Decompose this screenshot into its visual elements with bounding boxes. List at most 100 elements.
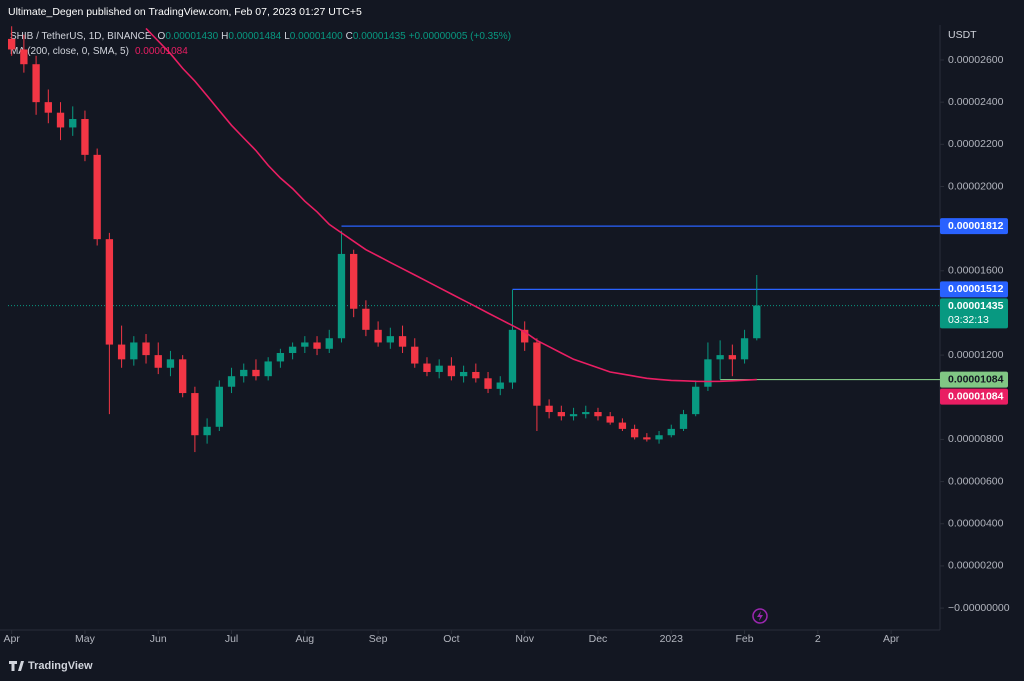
price-tag-label: 0.00001084 — [948, 390, 1004, 402]
x-tick-label: Sep — [369, 633, 388, 645]
brand-logo: TradingView — [9, 660, 93, 672]
candle-body — [154, 355, 162, 368]
lightning-icon — [752, 608, 768, 624]
y-tick-label: 0.00002000 — [948, 180, 1004, 192]
price-tag-label: 0.00001084 — [948, 373, 1004, 385]
legend-value: 0.00001484 — [228, 31, 281, 42]
y-tick-label: 0.00002600 — [948, 54, 1004, 66]
candle-body — [569, 414, 578, 417]
candle-body — [142, 342, 150, 356]
candle-body — [618, 422, 627, 429]
candle-body — [313, 342, 321, 349]
candle-body — [276, 353, 285, 362]
legend-value: 0.00001430 — [165, 31, 218, 42]
candle-body — [288, 346, 297, 354]
candle-body — [521, 329, 529, 343]
legend-value: 0.00001435 — [353, 31, 406, 42]
x-tick-label: Dec — [589, 633, 608, 645]
candle-body — [362, 308, 370, 330]
x-tick-label: Oct — [443, 633, 459, 645]
candle-body — [667, 428, 675, 436]
ma-legend-line: MA (200, close, 0, SMA, 5) 0.00001084 — [10, 46, 188, 57]
y-tick-label: 0.00001200 — [948, 349, 1004, 361]
x-tick-label: Apr — [3, 633, 20, 645]
candle-body — [643, 437, 651, 440]
candle-body — [264, 361, 272, 377]
price-tag-label: 0.00001512 — [948, 283, 1004, 295]
candle-body — [557, 412, 566, 417]
candle-body — [130, 342, 138, 360]
candle-body — [93, 154, 101, 240]
candle-body — [56, 112, 65, 128]
candle-body — [215, 386, 223, 427]
y-tick-label: 0.00001600 — [948, 265, 1004, 277]
candle-body — [679, 414, 688, 429]
x-tick-label: Jun — [150, 633, 167, 645]
legend-key: O — [158, 31, 166, 42]
candle-body — [484, 378, 492, 389]
candle-body — [545, 405, 553, 413]
candle-body — [423, 363, 431, 372]
candle-body — [8, 38, 16, 50]
y-tick-label: 0.00000800 — [948, 433, 1004, 445]
candle-body — [386, 336, 394, 343]
candle-body — [606, 416, 614, 423]
y-tick-label: −0.00000000 — [948, 602, 1010, 614]
ma-legend-value: 0.00001084 — [135, 46, 188, 57]
candle-body — [179, 359, 187, 394]
plot: 0.00002600 0.00002400 0.00002200 0.00002000… — [3, 26, 1010, 645]
price-tag — [940, 218, 1008, 235]
x-tick-label: 2023 — [660, 633, 684, 645]
candle-body — [252, 369, 260, 377]
price-tag — [940, 388, 1008, 405]
y-tick-label: 0.00000400 — [948, 518, 1004, 530]
candle-body — [594, 412, 602, 417]
publisher: Ultimate_Degen published on TradingView.… — [8, 6, 362, 18]
candle-body — [105, 239, 114, 345]
legend-line: SHIB / TetherUS, 1D, BINANCE O0.00001430 H… — [10, 31, 511, 42]
candle-body — [301, 342, 309, 347]
candle-body — [582, 412, 590, 415]
candle-body — [240, 369, 248, 377]
candle-body — [227, 376, 236, 387]
candle-body — [337, 253, 346, 339]
legend-symbol: SHIB / TetherUS, 1D, BINANCE — [10, 31, 152, 42]
candle-body — [44, 102, 52, 113]
moving-average — [145, 27, 757, 383]
x-tick-label: Aug — [295, 633, 314, 645]
y-tick-label: 0.00002400 — [948, 96, 1004, 108]
price-tag — [940, 371, 1008, 388]
candle-body — [459, 371, 468, 377]
candle-body — [728, 355, 737, 360]
candle-body — [655, 435, 663, 440]
candle-body — [508, 329, 517, 383]
candle-body — [435, 365, 443, 372]
x-tick-label: Jul — [225, 633, 238, 645]
price-tag-label: 0.00001812 — [948, 220, 1004, 232]
candle-body — [350, 253, 358, 309]
candle-body — [81, 119, 89, 155]
candle-body — [496, 382, 504, 389]
candle-body — [32, 64, 40, 103]
legend-key: C — [346, 31, 353, 42]
candle-body — [203, 426, 211, 436]
legend-key: L — [284, 31, 290, 42]
y-tick-label: 0.00002200 — [948, 138, 1004, 150]
candle-body — [447, 365, 456, 377]
price-tag-label: 03:32:13 — [948, 314, 989, 326]
candle-body — [325, 338, 333, 349]
x-tick-label: 2 — [815, 633, 821, 645]
legend: SHIB / TetherUS, 1D, BINANCE O0.00001430 H… — [10, 31, 511, 57]
candle-body — [374, 329, 382, 343]
x-tick-label: Apr — [883, 633, 900, 645]
candle-body — [692, 386, 700, 415]
candle-body — [191, 393, 199, 436]
candle-body — [630, 428, 639, 438]
legend-key: H — [221, 31, 228, 42]
candle-body — [753, 305, 761, 339]
candle-body — [117, 344, 126, 360]
candle-body — [704, 359, 712, 387]
candle-body — [166, 359, 175, 368]
